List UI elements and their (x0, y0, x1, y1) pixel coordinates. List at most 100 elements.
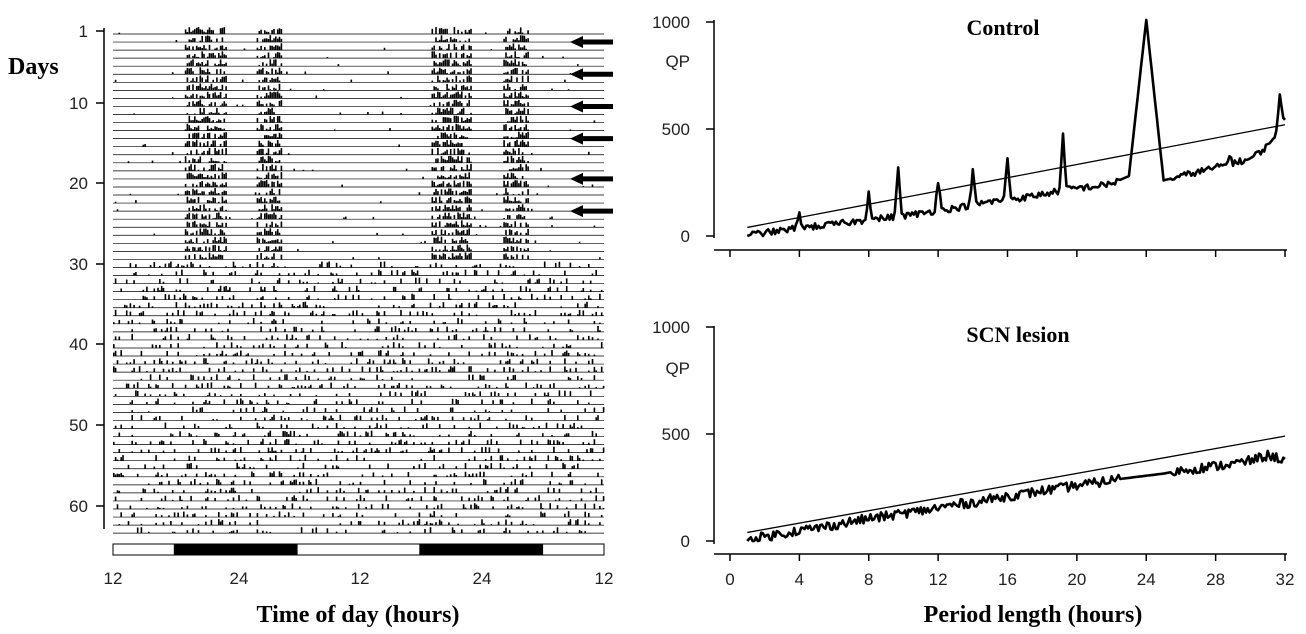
activity-mark (503, 93, 505, 98)
activity-mark (566, 433, 568, 436)
activity-mark (441, 129, 443, 130)
activity-mark (525, 322, 527, 324)
activity-mark (525, 250, 527, 251)
activity-mark (306, 490, 308, 493)
activity-mark (514, 120, 516, 123)
activity-mark (209, 129, 211, 131)
activity-mark (467, 86, 469, 90)
activity-mark (205, 184, 207, 187)
activity-mark (187, 231, 189, 235)
activity-mark (303, 282, 305, 284)
activity-mark (187, 68, 189, 74)
activity-mark (514, 59, 516, 66)
activity-mark (441, 35, 443, 42)
activity-mark (275, 290, 277, 292)
activity-mark (511, 173, 513, 179)
activity-mark (181, 362, 183, 365)
activity-mark (233, 262, 235, 268)
activity-mark (266, 104, 268, 107)
activity-mark (194, 254, 196, 259)
activity-mark (224, 185, 226, 187)
activity-mark (194, 190, 196, 195)
activity-mark (334, 377, 336, 381)
activity-mark (456, 440, 458, 445)
activity-mark (260, 210, 262, 212)
lesion-y-tick-label: 1000 (652, 318, 690, 337)
activity-mark (513, 238, 515, 244)
activity-mark (334, 314, 336, 316)
activity-mark (465, 217, 467, 219)
activity-mark (507, 377, 509, 380)
activity-mark (443, 302, 445, 308)
activity-mark (509, 208, 511, 211)
activity-mark (176, 327, 178, 332)
activity-mark (251, 304, 253, 307)
activity-mark (415, 392, 417, 396)
activity-mark (273, 169, 275, 171)
activity-mark (279, 160, 281, 163)
activity-mark (209, 393, 211, 397)
activity-mark (402, 352, 404, 356)
activity-mark (518, 61, 520, 66)
activity-mark (273, 395, 275, 397)
activity-mark (238, 467, 240, 469)
activity-mark (211, 53, 213, 58)
activity-mark (277, 338, 279, 340)
activity-mark (284, 351, 286, 356)
activity-mark (229, 273, 231, 276)
activity-mark (198, 27, 200, 34)
activity-mark (119, 491, 121, 493)
activity-mark (454, 159, 456, 163)
activity-mark (244, 458, 246, 461)
activity-mark (205, 36, 207, 42)
activity-mark (268, 403, 270, 405)
activity-mark (435, 197, 437, 203)
activity-mark (266, 120, 268, 123)
activity-mark (351, 363, 353, 365)
activity-mark (181, 475, 183, 476)
activity-mark (435, 230, 437, 235)
activity-mark (257, 128, 259, 131)
activity-mark (325, 363, 327, 364)
activity-mark (352, 311, 354, 316)
activity-mark (454, 209, 456, 211)
activity-mark (468, 393, 470, 396)
activity-mark (196, 46, 198, 50)
activity-mark (224, 287, 226, 292)
activity-mark (194, 54, 196, 58)
activity-mark (218, 323, 220, 324)
activity-mark (465, 87, 467, 90)
activity-mark (505, 89, 507, 91)
activity-mark (268, 130, 270, 131)
activity-mark (170, 441, 172, 444)
activity-mark (284, 418, 286, 420)
activity-mark (535, 498, 537, 501)
activity-mark (371, 298, 373, 299)
activity-mark (426, 522, 428, 526)
activity-mark (259, 182, 261, 187)
activity-mark (549, 287, 551, 292)
activity-mark (365, 449, 367, 453)
activity-mark (369, 426, 371, 429)
activity-mark (211, 158, 213, 163)
activity-mark (446, 134, 448, 138)
activity-mark (553, 280, 555, 284)
activity-mark (433, 487, 435, 493)
activity-mark (249, 467, 251, 469)
activity-mark (192, 59, 194, 66)
activity-mark (542, 347, 544, 348)
activity-mark (461, 319, 463, 324)
activity-mark (479, 391, 481, 396)
activity-mark (439, 53, 441, 58)
activity-mark (520, 103, 522, 106)
activity-mark (189, 433, 191, 437)
activity-mark (527, 256, 529, 260)
activity-mark (281, 121, 283, 122)
activity-mark (437, 148, 439, 155)
activity-mark (286, 439, 288, 445)
activity-mark (524, 208, 526, 212)
activity-mark (444, 213, 446, 220)
activity-mark (189, 255, 191, 259)
activity-mark (402, 321, 404, 324)
activity-mark (266, 223, 268, 227)
